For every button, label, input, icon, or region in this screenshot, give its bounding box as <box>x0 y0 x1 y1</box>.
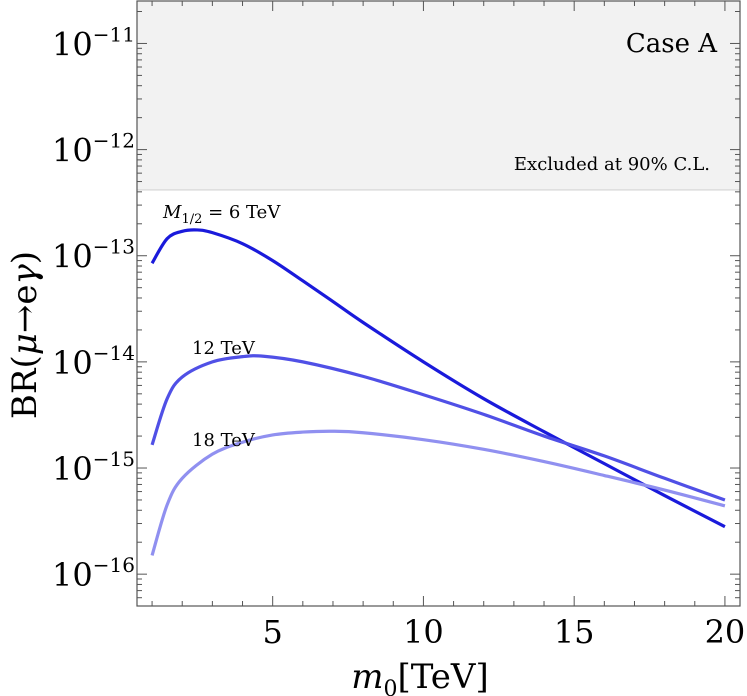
series-line-2 <box>150 429 726 556</box>
y-tick-label: 10−14 <box>52 341 135 382</box>
y-tick-label: 10−11 <box>52 22 135 63</box>
excluded-region <box>137 1 740 190</box>
y-tick-label: 10−15 <box>52 447 135 488</box>
series-line-1 <box>150 354 726 502</box>
y-tick-label: 10−16 <box>52 553 135 594</box>
x-tick-label: 15 <box>554 613 595 651</box>
y-axis-title: BR(μ→eγ) <box>5 251 45 419</box>
y-tick-label: 10−12 <box>52 129 135 170</box>
series-label-6tev: M1/2 = 6 TeV <box>162 202 281 227</box>
x-tick-label: 10 <box>403 613 444 651</box>
plot-frame <box>136 0 741 607</box>
x-tick-label: 20 <box>705 613 746 651</box>
y-tick-label: 10−13 <box>52 235 135 276</box>
series-group <box>150 228 726 556</box>
x-axis-title: m0[TeV] <box>351 657 489 696</box>
series-label-18tev: 18 TeV <box>192 430 256 451</box>
x-tick-label: 5 <box>262 613 282 651</box>
case-label: Case A <box>626 29 718 59</box>
series-line-0 <box>150 228 726 529</box>
excluded-label: Excluded at 90% C.L. <box>514 154 710 175</box>
ticks-group: 5 10 15 20 10−11 10−12 10−13 10−14 10−15 10−16 <box>52 1 745 651</box>
series-label-12tev: 12 TeV <box>192 338 256 359</box>
